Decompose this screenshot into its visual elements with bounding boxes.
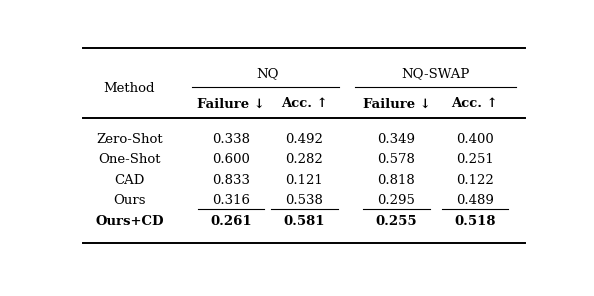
Text: NQ: NQ [257,67,279,80]
Text: One-Shot: One-Shot [98,153,161,166]
Text: 0.489: 0.489 [456,194,494,207]
Text: 0.255: 0.255 [375,215,418,228]
Text: 0.518: 0.518 [454,215,495,228]
Text: 0.578: 0.578 [378,153,415,166]
Text: 0.295: 0.295 [378,194,415,207]
Text: 0.251: 0.251 [456,153,494,166]
Text: 0.581: 0.581 [284,215,325,228]
Text: 0.121: 0.121 [286,174,323,187]
Text: CAD: CAD [114,174,145,187]
Text: Failure ↓: Failure ↓ [362,97,431,110]
Text: 0.338: 0.338 [212,133,249,146]
Text: Acc. ↑: Acc. ↑ [281,97,328,110]
Text: 0.349: 0.349 [378,133,415,146]
Text: 0.316: 0.316 [212,194,249,207]
Text: Failure ↓: Failure ↓ [197,97,265,110]
Text: 0.833: 0.833 [212,174,249,187]
Text: Acc. ↑: Acc. ↑ [451,97,498,110]
Text: 0.122: 0.122 [456,174,494,187]
Text: Method: Method [104,82,155,95]
Text: 0.600: 0.600 [212,153,249,166]
Text: Zero-Shot: Zero-Shot [96,133,163,146]
Text: NQ-SWAP: NQ-SWAP [402,67,470,80]
Text: Ours: Ours [113,194,146,207]
Text: 0.400: 0.400 [456,133,494,146]
Text: 0.492: 0.492 [286,133,323,146]
Text: 0.818: 0.818 [378,174,415,187]
Text: 0.538: 0.538 [286,194,323,207]
Text: Ours+CD: Ours+CD [95,215,164,228]
Text: 0.282: 0.282 [286,153,323,166]
Text: 0.261: 0.261 [210,215,252,228]
